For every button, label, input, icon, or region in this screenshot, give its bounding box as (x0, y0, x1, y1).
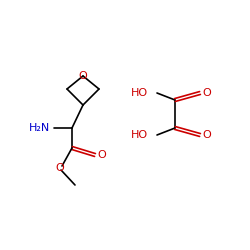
Text: O: O (202, 130, 211, 140)
Text: O: O (78, 71, 88, 81)
Text: H₂N: H₂N (30, 123, 50, 133)
Text: O: O (98, 150, 106, 160)
Text: HO: HO (131, 130, 148, 140)
Text: O: O (202, 88, 211, 98)
Text: O: O (56, 163, 64, 173)
Text: HO: HO (131, 88, 148, 98)
